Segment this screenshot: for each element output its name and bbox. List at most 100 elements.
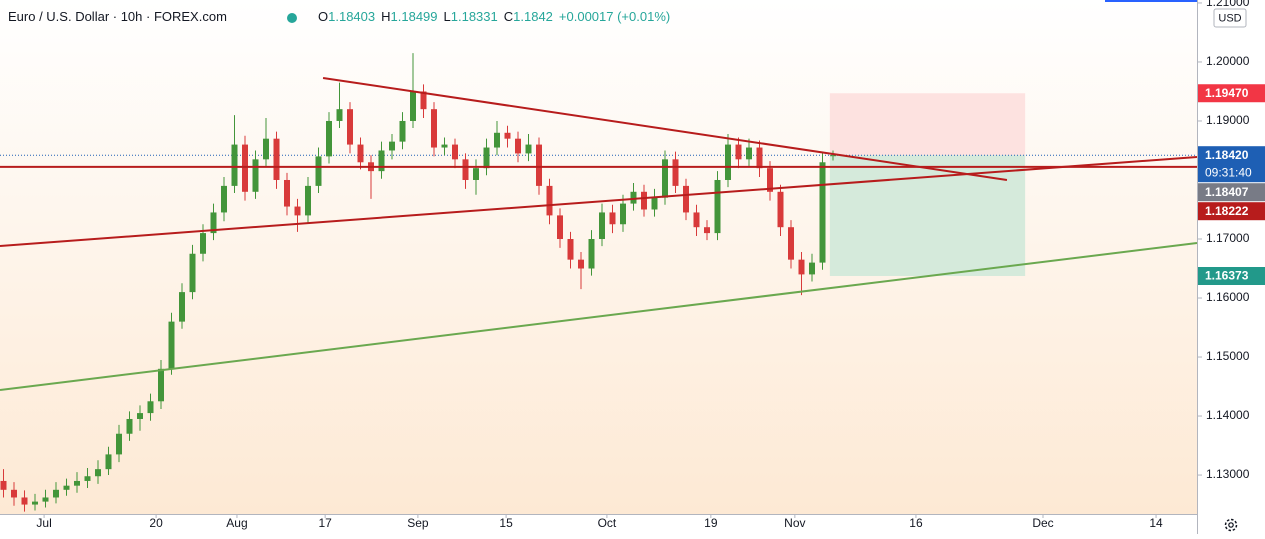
- change: +0.00017 (+0.01%): [559, 9, 670, 24]
- candle-body: [273, 138, 280, 180]
- x-tick-label: Nov: [784, 516, 805, 530]
- top-accent: [1105, 0, 1197, 2]
- settings-icon[interactable]: [1224, 518, 1238, 532]
- x-tick-label: Jul: [36, 516, 51, 530]
- countdown: 09:31:40: [1205, 165, 1252, 179]
- candle-body: [242, 144, 248, 192]
- candle-body: [168, 321, 175, 369]
- status-dot: [287, 13, 297, 23]
- candle-body: [546, 185, 553, 216]
- candle-body: [74, 480, 80, 486]
- candle-body: [483, 147, 490, 169]
- candle-body: [231, 144, 238, 186]
- price-badge: [1198, 84, 1265, 103]
- x-tick-label: 17: [318, 516, 332, 530]
- price-badge: [1198, 183, 1265, 202]
- currency: USD: [1218, 12, 1241, 24]
- candle-body: [326, 120, 332, 157]
- ohlc-key: C: [504, 9, 513, 24]
- gear-hub[interactable]: [1228, 522, 1234, 528]
- trend-line: [0, 155, 1198, 248]
- candle-body: [473, 168, 479, 180]
- candle-body: [704, 227, 710, 234]
- candle-body: [95, 469, 101, 477]
- x-tick-label: 15: [499, 516, 513, 530]
- price-badge-label: 1.18420: [1205, 148, 1249, 162]
- price-badge: [1198, 146, 1265, 183]
- ohlc-value: 1.18331: [451, 9, 498, 24]
- candle-body: [158, 368, 164, 402]
- x-tick-label: Oct: [598, 516, 617, 530]
- candle-body: [462, 159, 469, 180]
- target-zone: [829, 155, 1026, 277]
- candle-body: [420, 91, 427, 110]
- candle-body: [315, 156, 322, 186]
- candle-body: [578, 259, 584, 269]
- candle-body: [0, 480, 7, 490]
- candle-body: [798, 259, 805, 275]
- candle-body: [494, 132, 500, 148]
- ohlc-value: 1.18499: [391, 9, 438, 24]
- candle-body: [263, 138, 269, 160]
- candle-body: [11, 489, 17, 498]
- candle-body: [746, 147, 752, 160]
- candle-body: [252, 159, 259, 192]
- x-tick-label: 19: [704, 516, 718, 530]
- price-badge: [1198, 202, 1265, 221]
- candle-body: [431, 109, 437, 148]
- plot: [0, 53, 1198, 512]
- candle-body: [788, 227, 794, 260]
- candle-body: [452, 144, 458, 160]
- candle-body: [53, 489, 59, 498]
- x-tick-label: 14: [1149, 516, 1163, 530]
- candle-body: [672, 159, 679, 186]
- y-tick-label: 1.15000: [1206, 349, 1250, 363]
- candle-body: [336, 109, 343, 121]
- candle-body: [137, 413, 143, 419]
- candle-body: [683, 185, 689, 213]
- candle-body: [105, 454, 112, 470]
- header: Euro / U.S. Dollar · 10h · FOREX.com: [8, 9, 227, 24]
- x-tick-label: 16: [909, 516, 923, 530]
- y-tick-label: 1.13000: [1206, 467, 1250, 481]
- candle-body: [179, 292, 185, 322]
- ohlc-key: L: [444, 9, 451, 24]
- candle-body: [200, 233, 206, 254]
- candle-body: [693, 212, 700, 228]
- candle-body: [714, 179, 721, 234]
- y-tick-label: 1.20000: [1206, 54, 1250, 68]
- candle-body: [84, 476, 91, 481]
- candle-body: [609, 212, 616, 225]
- candle-body: [567, 239, 574, 260]
- ohlc-key: H: [381, 9, 390, 24]
- candle-body: [630, 191, 637, 204]
- gear[interactable]: [1224, 518, 1238, 532]
- candle-body: [599, 212, 605, 240]
- x-tick-label: 20: [149, 516, 163, 530]
- candle-body: [725, 144, 731, 180]
- stop-zone: [829, 93, 1026, 156]
- candle-body: [767, 168, 773, 192]
- y-tick-label: 1.14000: [1206, 408, 1250, 422]
- candle-body: [32, 501, 38, 505]
- price-badge-label: 1.19470: [1205, 86, 1249, 100]
- candle-body: [221, 185, 227, 213]
- candle-body: [189, 253, 196, 293]
- candle-body: [504, 132, 511, 139]
- candle-body: [410, 91, 416, 121]
- candle-body: [557, 215, 563, 240]
- price-badge-label: 1.18222: [1205, 204, 1249, 218]
- x-tick-label: Sep: [407, 516, 429, 530]
- candle-body: [809, 262, 815, 275]
- ohlc-key: O: [318, 9, 328, 24]
- candle-body: [389, 141, 395, 151]
- candle-body: [378, 150, 385, 172]
- candle-body: [662, 159, 668, 198]
- candle-body: [651, 197, 658, 210]
- candle-body: [347, 109, 353, 145]
- y-tick-label: 1.21000: [1206, 0, 1250, 9]
- ohlc: O1.18403 H1.18499 L1.18331 C1.1842 +0.00017 …: [318, 9, 670, 24]
- x-tick-label: Dec: [1032, 516, 1053, 530]
- candle-body: [441, 144, 448, 148]
